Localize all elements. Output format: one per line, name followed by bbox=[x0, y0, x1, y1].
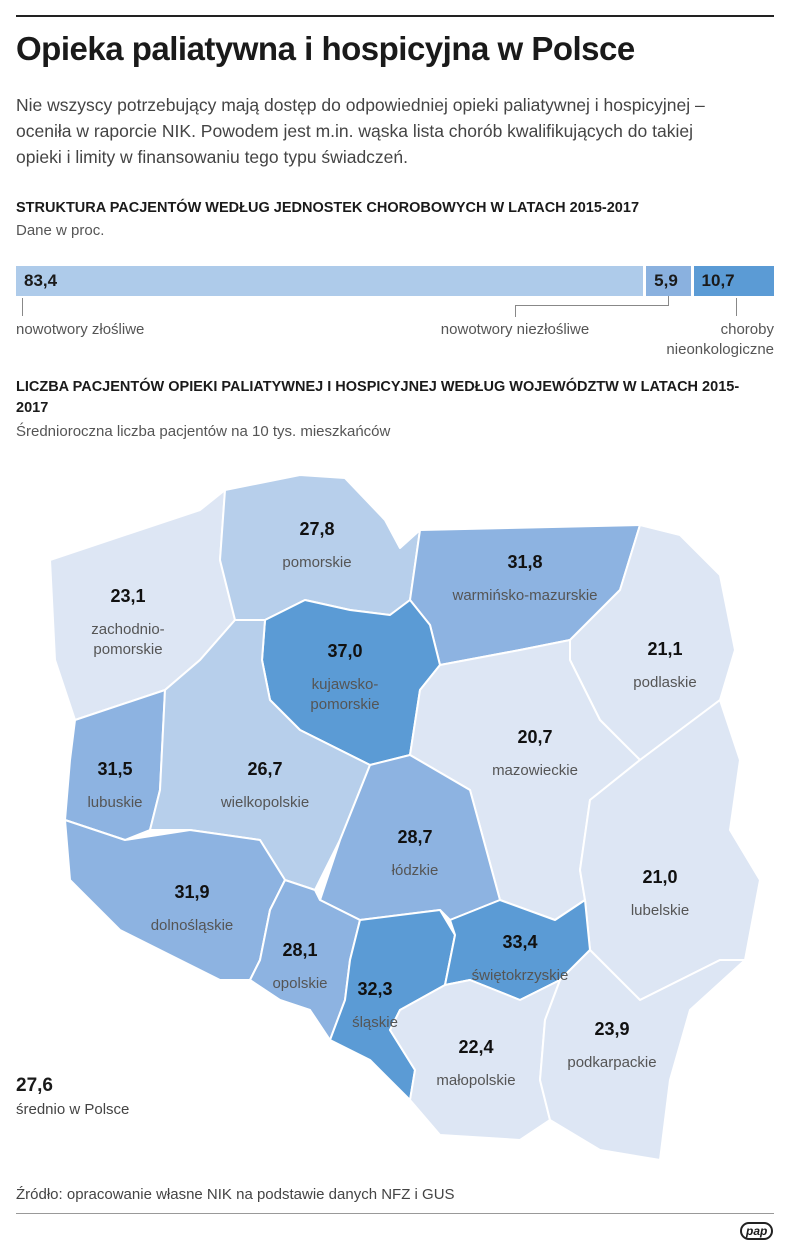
map-subtitle: Średnioroczna liczba pacjentów na 10 tys… bbox=[16, 423, 391, 440]
region-name: opolskie bbox=[272, 975, 327, 992]
region-name: lubuskie bbox=[87, 794, 142, 811]
region bbox=[219, 474, 421, 621]
map-title: LICZBA PACJENTÓW OPIEKI PALIATYWNEJ I HO… bbox=[16, 379, 740, 416]
bar-segment bbox=[646, 266, 691, 296]
region-name: dolnośląskie bbox=[151, 917, 234, 934]
intro: Nie wszyscy potrzebujący mają dostęp do … bbox=[16, 95, 705, 167]
average-caption: średnio w Polsce bbox=[16, 1101, 130, 1118]
region-value: 23,9 bbox=[594, 1019, 629, 1039]
series-name: nowotwory złośliwe bbox=[16, 321, 145, 338]
bar-subtitle: Dane w proc. bbox=[16, 222, 105, 239]
bar-segment bbox=[16, 266, 644, 296]
region-value: 31,8 bbox=[507, 552, 542, 572]
bar-value-label: 5,9 bbox=[654, 271, 678, 290]
leader-line bbox=[668, 296, 670, 306]
region-value: 21,1 bbox=[647, 639, 682, 659]
region-name: zachodnio-pomorskie bbox=[91, 621, 164, 658]
region-value: 31,5 bbox=[97, 759, 132, 779]
region-value: 28,7 bbox=[397, 827, 432, 847]
region-value: 22,4 bbox=[458, 1037, 493, 1057]
leader-line bbox=[735, 298, 737, 316]
series-name: nowotwory niezłośliwe bbox=[440, 321, 590, 338]
region-name: małopolskie bbox=[436, 1072, 515, 1089]
bar-segment bbox=[693, 266, 774, 296]
leader-line bbox=[515, 305, 669, 306]
region-name: śląskie bbox=[352, 1014, 398, 1031]
region bbox=[319, 754, 501, 921]
region-name: mazowieckie bbox=[492, 762, 578, 779]
region bbox=[389, 979, 561, 1141]
region-name: łódzkie bbox=[392, 862, 439, 879]
source: Źródło: opracowanie własne NIK na podsta… bbox=[16, 1186, 455, 1203]
leader-line bbox=[22, 298, 23, 316]
region-name: świętokrzyskie bbox=[472, 967, 569, 984]
logo: pap bbox=[740, 1222, 774, 1240]
region-value: 37,0 bbox=[327, 641, 362, 661]
region-value: 32,3 bbox=[357, 979, 392, 999]
region-name: podlaskie bbox=[633, 674, 696, 691]
bar-value-label: 10,7 bbox=[701, 271, 735, 290]
region-value: 33,4 bbox=[502, 932, 537, 952]
region-value: 28,1 bbox=[282, 940, 317, 960]
bottom-rule bbox=[16, 1213, 774, 1214]
average-value: 27,6 bbox=[16, 1075, 53, 1096]
region-value: 23,1 bbox=[110, 586, 145, 606]
region-name: kujawsko-pomorskie bbox=[310, 676, 379, 713]
region-value: 31,9 bbox=[174, 882, 209, 902]
bar-value-label: 83,4 bbox=[24, 271, 58, 290]
region-name: pomorskie bbox=[282, 554, 351, 571]
leader-line bbox=[515, 305, 516, 317]
top-rule bbox=[16, 15, 774, 17]
region-value: 27,8 bbox=[299, 519, 334, 539]
series-name: choroby nieonkologiczne bbox=[666, 321, 774, 358]
region bbox=[539, 949, 746, 1161]
bar-title: STRUKTURA PACJENTÓW WEDŁUG JEDNOSTEK CHO… bbox=[16, 200, 640, 216]
region-name: podkarpackie bbox=[567, 1054, 656, 1071]
title: Opieka paliatywna i hospicyjna w Polsce bbox=[16, 30, 635, 67]
region-value: 20,7 bbox=[517, 727, 552, 747]
region-value: 26,7 bbox=[247, 759, 282, 779]
region-value: 21,0 bbox=[642, 867, 677, 887]
region-name: lubelskie bbox=[631, 902, 689, 919]
region-name: warmińsko-mazurskie bbox=[451, 587, 597, 604]
map: 23,1 zachodnio-pomorskie 27,8 pomorskie 31,8… bbox=[49, 474, 761, 1161]
region-name: wielkopolskie bbox=[220, 794, 309, 811]
